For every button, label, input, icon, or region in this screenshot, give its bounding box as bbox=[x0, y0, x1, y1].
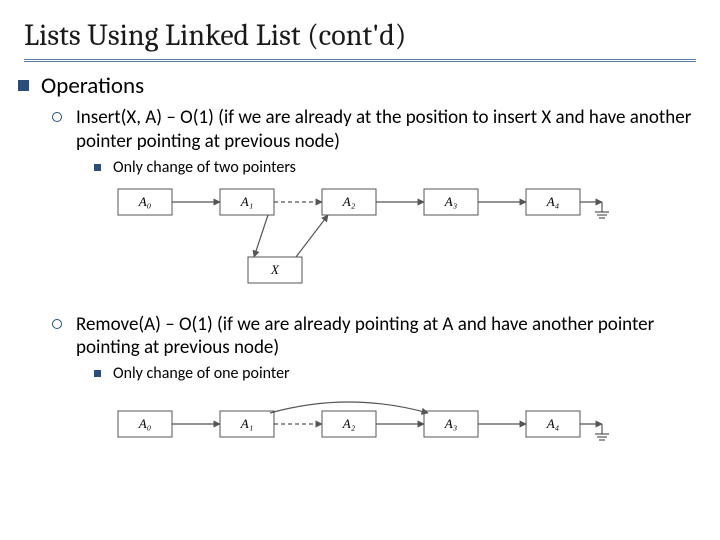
content-area: Operations Insert(X, A) – O(1) (if we ar… bbox=[0, 62, 720, 459]
insert-item: Insert(X, A) – O(1) (if we are already a… bbox=[52, 106, 702, 154]
svg-text:A₄: A₄ bbox=[546, 194, 560, 209]
circle-bullet-icon bbox=[52, 112, 62, 122]
remove-item: Remove(A) – O(1) (if we are already poin… bbox=[52, 313, 702, 361]
svg-text:A₁: A₁ bbox=[240, 194, 253, 209]
svg-text:X: X bbox=[270, 262, 280, 277]
svg-text:A₄: A₄ bbox=[546, 416, 560, 431]
square-bullet-icon bbox=[18, 80, 29, 91]
insert-text: Insert(X, A) – O(1) (if we are already a… bbox=[76, 106, 702, 154]
svg-text:A₃: A₃ bbox=[444, 194, 457, 209]
insert-sub-text: Only change of two pointers bbox=[113, 158, 296, 177]
square-bullet-small-icon bbox=[94, 164, 101, 171]
remove-sub-item: Only change of one pointer bbox=[94, 364, 702, 383]
svg-text:A₁: A₁ bbox=[240, 416, 253, 431]
svg-text:A₀: A₀ bbox=[138, 194, 151, 209]
svg-text:A₂: A₂ bbox=[342, 194, 356, 209]
remove-sub-text: Only change of one pointer bbox=[113, 364, 290, 383]
svg-text:A₃: A₃ bbox=[444, 416, 457, 431]
square-bullet-small-icon bbox=[94, 370, 101, 377]
circle-bullet-icon bbox=[52, 319, 62, 329]
operations-label: Operations bbox=[41, 72, 144, 100]
insert-sub-item: Only change of two pointers bbox=[94, 158, 702, 177]
remove-text: Remove(A) – O(1) (if we are already poin… bbox=[76, 313, 702, 361]
remove-diagram: A₀ A₁ A₂ A₃ A₄ bbox=[114, 389, 702, 459]
operations-heading: Operations bbox=[18, 72, 702, 100]
svg-text:A₂: A₂ bbox=[342, 416, 356, 431]
slide-title: Lists Using Linked List (cont'd) bbox=[0, 0, 720, 59]
insert-diagram: A₀ A₁ A₂ A₃ A₄ X bbox=[114, 183, 702, 303]
svg-text:A₀: A₀ bbox=[138, 416, 151, 431]
